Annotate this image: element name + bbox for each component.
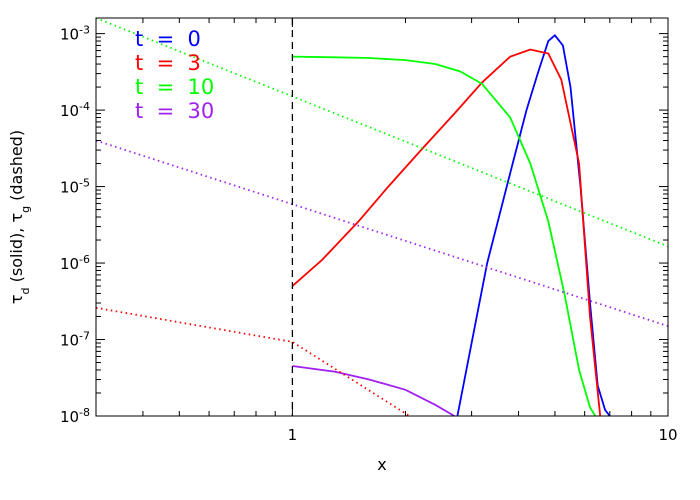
y-tick-label: 10-4 xyxy=(60,100,90,121)
legend-entry: t = 30 xyxy=(135,99,214,123)
y-tick-label: 10-5 xyxy=(60,176,90,197)
y-tick-label: 10-7 xyxy=(60,329,90,350)
legend-entry: t = 3 xyxy=(135,51,201,75)
plot-frame xyxy=(95,17,669,417)
series-solid-t0 xyxy=(456,34,611,416)
y-tick-label: 10-3 xyxy=(60,23,90,44)
y-label-sub-d: d xyxy=(19,287,32,294)
series-solid-t30 xyxy=(292,365,455,416)
y-label-solid: (solid), xyxy=(7,223,26,288)
x-tick-label: 10 xyxy=(658,426,677,444)
legend-entry: t = 0 xyxy=(135,27,201,51)
legend: t = 0t = 3t = 10t = 30 xyxy=(135,27,214,123)
x-tick-label: 1 xyxy=(288,426,298,444)
series-dotted-t30 xyxy=(96,139,668,327)
x-axis-label: x xyxy=(377,455,386,474)
y-label-tau-g: τ xyxy=(7,213,26,223)
series-solid-t10 xyxy=(292,55,596,416)
plot-lines xyxy=(96,18,668,416)
series-dotted-t0 xyxy=(96,306,410,416)
y-axis-label: τd (solid), τg (dashed) xyxy=(7,130,32,304)
tick-labels: 1 10 10-8 10-7 10-6 10-5 10-4 10-3 xyxy=(60,23,678,444)
y-label-tau-d: τ xyxy=(7,294,26,304)
legend-entry: t = 10 xyxy=(135,75,214,99)
y-label-dashed: (dashed) xyxy=(7,130,26,206)
y-tick-label: 10-8 xyxy=(60,406,90,427)
y-tick-label: 10-6 xyxy=(60,253,90,274)
y-label-sub-g: g xyxy=(19,206,32,213)
series-solid-t3 xyxy=(291,48,602,416)
